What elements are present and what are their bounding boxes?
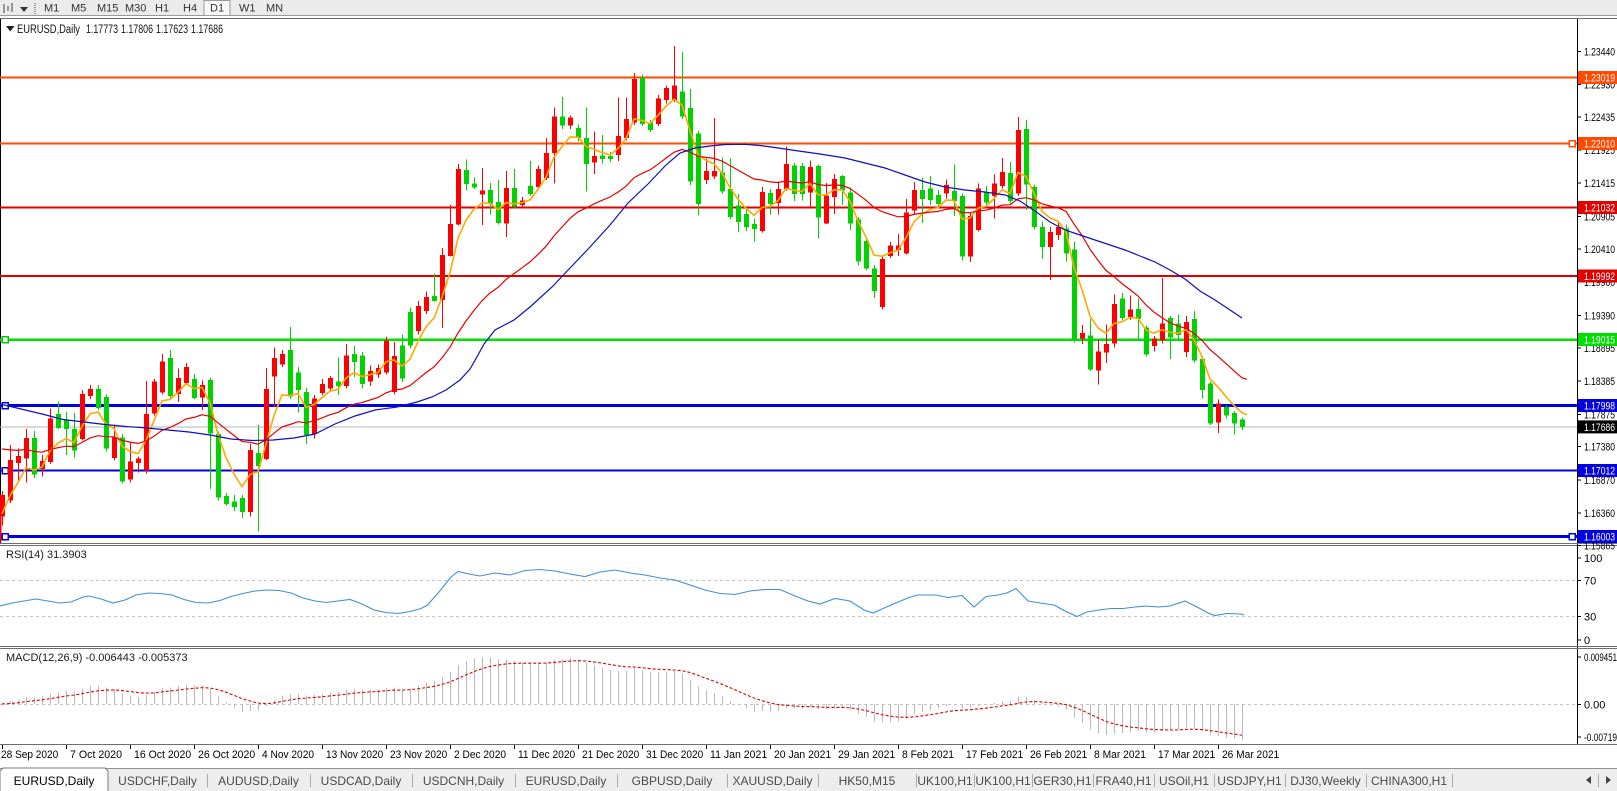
svg-text:-0.00719: -0.00719 [1584,732,1617,744]
svg-text:0.00: 0.00 [1584,700,1605,712]
svg-text:26 Oct 2020: 26 Oct 2020 [198,749,255,761]
svg-text:1.17623: 1.17623 [156,24,188,36]
svg-text:UK100,H1: UK100,H1 [917,774,973,788]
svg-text:17 Feb 2021: 17 Feb 2021 [966,749,1023,761]
svg-text:30: 30 [1584,612,1596,624]
svg-text:1.16360: 1.16360 [1584,508,1615,520]
svg-text:EURUSD,Daily: EURUSD,Daily [14,774,95,788]
svg-text:1.18385: 1.18385 [1584,376,1615,388]
svg-text:16 Oct 2020: 16 Oct 2020 [134,749,191,761]
svg-text:CHINA300,H1: CHINA300,H1 [1371,774,1447,788]
svg-text:UK100,H1: UK100,H1 [975,774,1031,788]
svg-text:1.21032: 1.21032 [1584,203,1615,215]
svg-text:GER30,H1: GER30,H1 [1033,774,1091,788]
svg-text:11 Jan 2021: 11 Jan 2021 [710,749,767,761]
svg-text:13 Nov 2020: 13 Nov 2020 [326,749,383,761]
svg-text:1.15865: 1.15865 [1584,541,1615,553]
svg-text:1.19015: 1.19015 [1584,335,1615,347]
svg-text:26 Feb 2021: 26 Feb 2021 [1030,749,1087,761]
svg-text:31 Dec 2020: 31 Dec 2020 [646,749,703,761]
svg-text:7 Oct 2020: 7 Oct 2020 [70,749,122,761]
svg-text:29 Jan 2021: 29 Jan 2021 [838,749,895,761]
svg-text:USDCAD,Daily: USDCAD,Daily [321,774,402,788]
svg-text:MACD(12,26,9) -0.006443 -0.005: MACD(12,26,9) -0.006443 -0.005373 [6,652,188,664]
svg-text:8 Mar 2021: 8 Mar 2021 [1094,749,1146,761]
svg-text:M5: M5 [71,3,86,15]
svg-text:100: 100 [1584,553,1602,565]
svg-text:28 Sep 2020: 28 Sep 2020 [1,749,58,761]
svg-text:23 Nov 2020: 23 Nov 2020 [390,749,447,761]
svg-text:1.23019: 1.23019 [1584,73,1615,85]
svg-text:H4: H4 [183,3,197,15]
svg-text:1.17686: 1.17686 [1584,422,1615,434]
svg-text:EURUSD,Daily: EURUSD,Daily [526,774,607,788]
svg-text:1.16870: 1.16870 [1584,475,1615,487]
svg-text:USDJPY,H1: USDJPY,H1 [1217,774,1282,788]
svg-text:1.19992: 1.19992 [1584,271,1615,283]
svg-text:1.17012: 1.17012 [1584,466,1615,478]
svg-text:M15: M15 [97,3,118,15]
svg-text:17 Mar 2021: 17 Mar 2021 [1158,749,1215,761]
svg-text:26 Mar 2021: 26 Mar 2021 [1222,749,1279,761]
svg-text:1.20905: 1.20905 [1584,212,1615,224]
svg-text:EURUSD,Daily: EURUSD,Daily [17,24,80,36]
svg-text:4 Nov 2020: 4 Nov 2020 [262,749,314,761]
svg-text:1.19390: 1.19390 [1584,311,1615,323]
svg-text:M30: M30 [125,3,146,15]
svg-text:1.17380: 1.17380 [1584,442,1615,454]
svg-text:USOil,H1: USOil,H1 [1159,774,1209,788]
svg-text:1.17686: 1.17686 [191,24,223,36]
svg-text:0.009451: 0.009451 [1584,652,1617,664]
svg-text:RSI(14) 31.3903: RSI(14) 31.3903 [6,549,87,561]
svg-text:AUDUSD,Daily: AUDUSD,Daily [218,774,299,788]
svg-text:H1: H1 [155,3,169,15]
svg-text:1.16003: 1.16003 [1584,532,1615,544]
svg-text:DJ30,Weekly: DJ30,Weekly [1290,774,1360,788]
svg-text:11 Dec 2020: 11 Dec 2020 [518,749,575,761]
svg-text:M1: M1 [44,3,59,15]
svg-text:1.23440: 1.23440 [1584,47,1615,59]
svg-text:70: 70 [1584,576,1596,588]
svg-text:1.20410: 1.20410 [1584,244,1615,256]
svg-text:1.17773: 1.17773 [86,24,118,36]
svg-text:FRA40,H1: FRA40,H1 [1095,774,1151,788]
svg-text:1.17998: 1.17998 [1584,401,1615,413]
svg-text:XAUUSD,Daily: XAUUSD,Daily [732,774,812,788]
svg-text:USDCNH,Daily: USDCNH,Daily [423,774,504,788]
svg-text:USDCHF,Daily: USDCHF,Daily [118,774,197,788]
svg-text:0: 0 [1584,635,1590,647]
svg-text:21 Dec 2020: 21 Dec 2020 [582,749,639,761]
svg-text:2 Dec 2020: 2 Dec 2020 [454,749,506,761]
svg-text:D1: D1 [210,3,224,15]
svg-text:1.22435: 1.22435 [1584,112,1615,124]
svg-text:HK50,M15: HK50,M15 [839,774,896,788]
svg-text:8 Feb 2021: 8 Feb 2021 [902,749,954,761]
svg-text:GBPUSD,Daily: GBPUSD,Daily [632,774,713,788]
svg-text:1.17875: 1.17875 [1584,410,1615,422]
svg-text:MN: MN [266,3,283,15]
svg-text:1.17806: 1.17806 [121,24,153,36]
svg-text:1.21415: 1.21415 [1584,178,1615,190]
svg-text:W1: W1 [239,3,256,15]
svg-text:1.22010: 1.22010 [1584,139,1615,151]
svg-text:20 Jan 2021: 20 Jan 2021 [774,749,831,761]
